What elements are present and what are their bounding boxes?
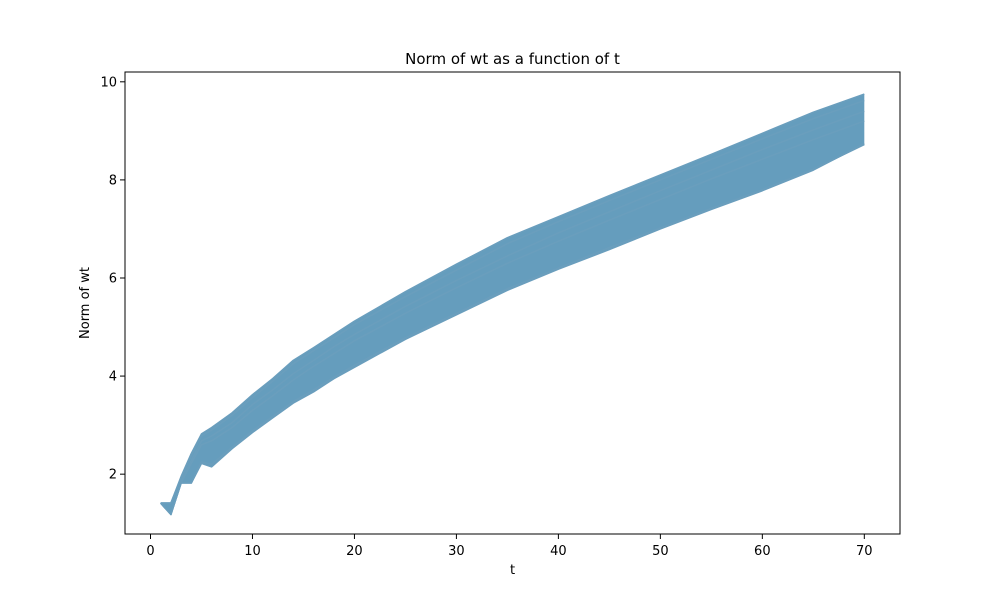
- series-line-1: [160, 93, 865, 504]
- series-line-3: [160, 110, 865, 516]
- series-line-4: [160, 120, 865, 516]
- y-tick-label: 6: [109, 271, 117, 286]
- y-axis: 2 4 6 8 10: [100, 75, 125, 483]
- x-tick-label: 40: [550, 544, 567, 559]
- series-band: [160, 94, 865, 515]
- x-tick-label: 30: [448, 544, 465, 559]
- x-axis-label: t: [510, 563, 515, 578]
- y-tick-label: 2: [109, 468, 117, 483]
- x-tick-label: 10: [244, 544, 261, 559]
- plot-frame: [124, 71, 901, 535]
- y-tick-label: 8: [109, 173, 117, 188]
- series-line-2: [160, 99, 865, 504]
- y-axis-label: Norm of wt: [78, 267, 93, 339]
- x-tick-label: 20: [346, 544, 363, 559]
- x-tick-label: 0: [146, 544, 154, 559]
- series-line-5: [160, 143, 865, 516]
- y-tick-label: 4: [109, 370, 117, 385]
- x-tick-label: 50: [652, 544, 669, 559]
- series-line-6: [160, 142, 865, 516]
- x-tick-label: 60: [754, 544, 771, 559]
- x-tick-label: 70: [856, 544, 873, 559]
- x-axis: 0 10 20 30 40 50 60 70: [146, 534, 873, 559]
- chart-title: Norm of wt as a function of t: [405, 50, 620, 68]
- series-layer: [160, 93, 865, 516]
- band-layer: [160, 94, 865, 515]
- y-tick-label: 10: [100, 75, 117, 90]
